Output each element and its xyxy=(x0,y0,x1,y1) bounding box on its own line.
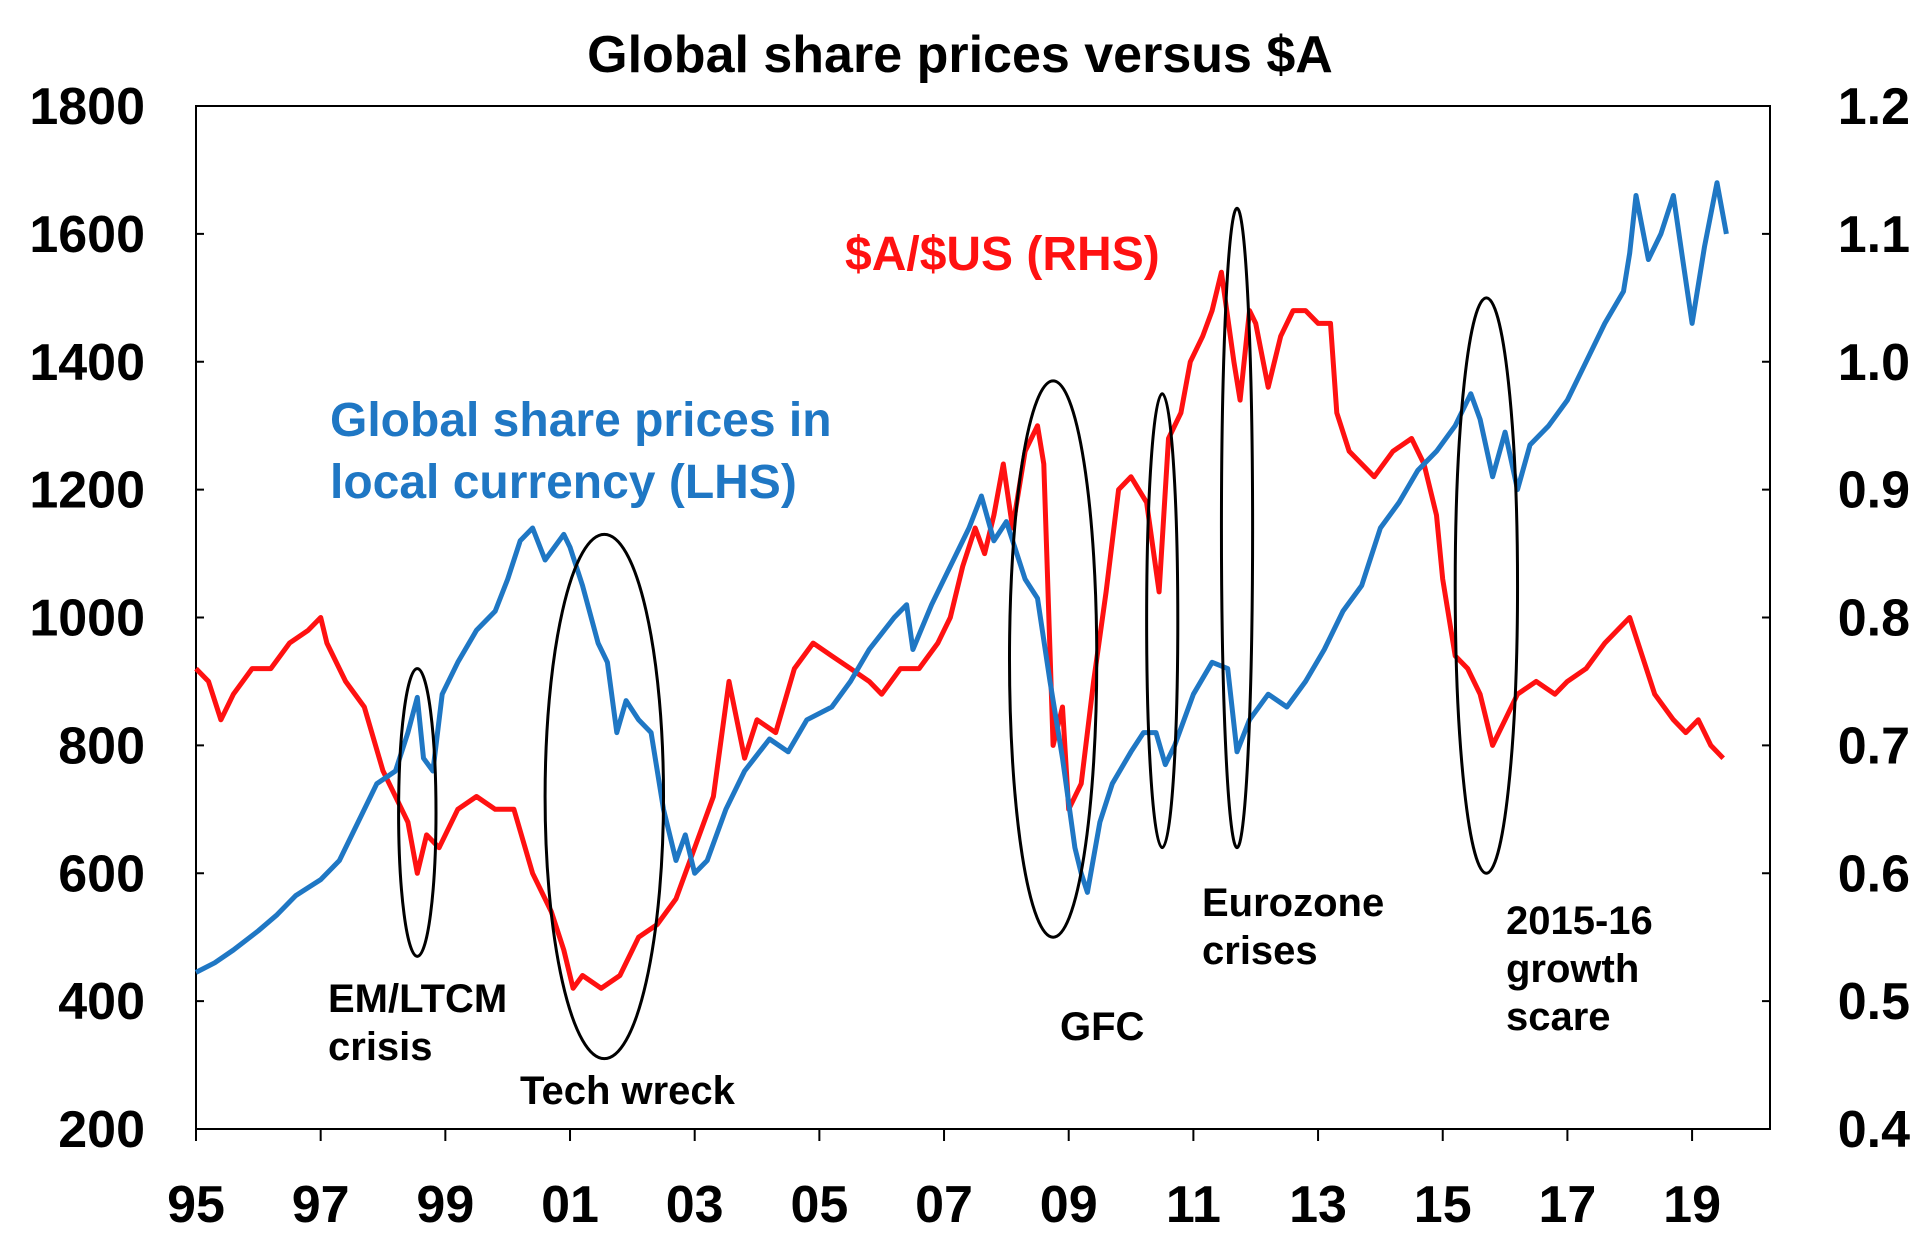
growth-scare-line-2: growth xyxy=(1506,947,1639,991)
right-tick-label-0.7: 0.7 xyxy=(1838,717,1910,775)
eurozone-line-1: Eurozone xyxy=(1202,881,1384,925)
left-tick-label-1200: 1200 xyxy=(29,462,145,520)
left-axis: 1800 1600 1400 1200 1000 800 600 400 200 xyxy=(29,78,204,1159)
x-tick-label-15: 15 xyxy=(1414,1176,1472,1234)
growth-scare-annotation: 2015-16 growth scare xyxy=(1506,899,1664,1039)
eurozone-line-2: crises xyxy=(1202,929,1318,973)
x-tick-label-19: 19 xyxy=(1663,1176,1721,1234)
em-ltcm-line-2: crisis xyxy=(328,1025,433,1069)
left-tick-label-200: 200 xyxy=(58,1101,145,1159)
left-tick-label-1800: 1800 xyxy=(29,78,145,136)
eurozone-2011-ellipse xyxy=(1219,206,1255,850)
plot-area xyxy=(195,105,1771,1130)
left-tick-label-1600: 1600 xyxy=(29,206,145,264)
x-tick-label-97: 97 xyxy=(292,1176,350,1234)
global-shares-series-line xyxy=(194,180,1729,975)
x-tick-label-99: 99 xyxy=(416,1176,474,1234)
eurozone-annotation: Eurozone crises xyxy=(1202,881,1395,973)
right-tick-label-0.9: 0.9 xyxy=(1838,462,1910,520)
x-tick-label-07: 07 xyxy=(915,1176,973,1234)
tech-wreck-annotation: Tech wreck xyxy=(520,1069,736,1113)
x-tick-label-09: 09 xyxy=(1040,1176,1098,1234)
x-tick-label-05: 05 xyxy=(790,1176,848,1234)
right-tick-label-0.8: 0.8 xyxy=(1838,590,1910,648)
right-tick-label-0.5: 0.5 xyxy=(1838,973,1910,1031)
right-tick-label-1.1: 1.1 xyxy=(1838,206,1910,264)
x-tick-label-17: 17 xyxy=(1538,1176,1596,1234)
shares-series-label: Global share prices in local currency (L… xyxy=(330,394,845,509)
right-tick-label-0.6: 0.6 xyxy=(1838,845,1910,903)
growth-scare-ellipse xyxy=(1453,296,1520,875)
eurozone-2010-ellipse xyxy=(1145,392,1180,850)
x-tick-label-13: 13 xyxy=(1289,1176,1347,1234)
right-axis: 1.2 1.1 1.0 0.9 0.8 0.7 0.6 0.5 0.4 xyxy=(1762,78,1910,1159)
x-tick-label-95: 95 xyxy=(167,1176,225,1234)
x-tick-label-03: 03 xyxy=(666,1176,724,1234)
aud-series-label: $A/$US (RHS) xyxy=(845,228,1160,281)
x-axis: 95 97 99 01 03 05 07 09 11 13 15 17 19 xyxy=(167,1129,1721,1234)
tech-wreck-ellipse xyxy=(543,532,666,1061)
shares-label-line-2: local currency (LHS) xyxy=(330,456,797,509)
em-ltcm-annotation: EM/LTCM crisis xyxy=(328,977,518,1069)
growth-scare-line-1: 2015-16 xyxy=(1506,899,1653,943)
left-tick-label-1000: 1000 xyxy=(29,590,145,648)
chart-title: Global share prices versus $A xyxy=(587,26,1333,84)
gfc-annotation: GFC xyxy=(1060,1005,1144,1049)
left-tick-label-600: 600 xyxy=(58,845,145,903)
x-tick-label-01: 01 xyxy=(541,1176,599,1234)
right-tick-label-0.4: 0.4 xyxy=(1838,1101,1910,1159)
aud-usd-series-line xyxy=(194,269,1725,991)
left-tick-label-800: 800 xyxy=(58,717,145,775)
event-ellipses xyxy=(397,206,1520,1061)
right-tick-label-1.0: 1.0 xyxy=(1838,334,1910,392)
em-ltcm-ellipse xyxy=(397,667,438,958)
shares-label-line-1: Global share prices in xyxy=(330,394,832,447)
gfc-ellipse xyxy=(1007,379,1099,939)
growth-scare-line-3: scare xyxy=(1506,995,1611,1039)
em-ltcm-line-1: EM/LTCM xyxy=(328,977,507,1021)
left-tick-label-1400: 1400 xyxy=(29,334,145,392)
x-tick-label-11: 11 xyxy=(1166,1176,1221,1234)
right-tick-label-1.2: 1.2 xyxy=(1838,78,1910,136)
left-tick-label-400: 400 xyxy=(58,973,145,1031)
